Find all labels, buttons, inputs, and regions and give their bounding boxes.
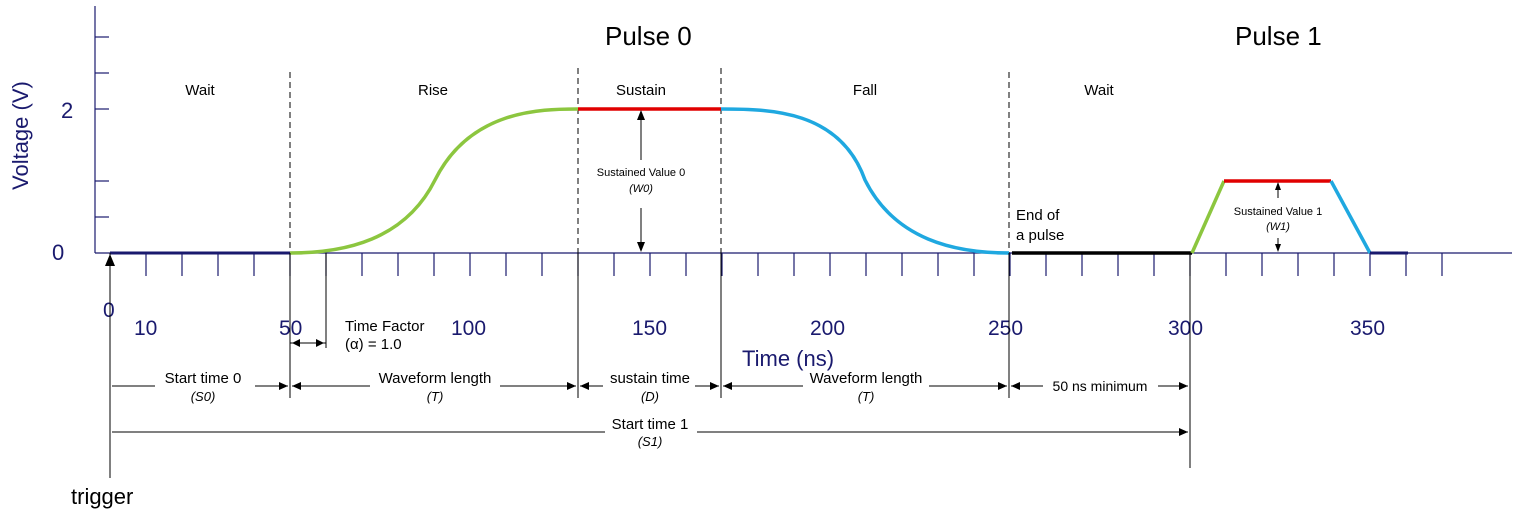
span-arrowheads xyxy=(279,382,1188,436)
fall-curve xyxy=(720,107,1010,255)
phase-wait-0: Wait xyxy=(185,82,215,99)
phase-sustain: Sustain xyxy=(616,82,666,99)
x-axis-label: Time (ns) xyxy=(742,346,834,371)
trigger-arrow xyxy=(105,254,115,266)
y-axis-label: Voltage (V) xyxy=(8,81,33,190)
x-tick-10: 10 xyxy=(134,317,157,340)
start-time-1-symbol: (S1) xyxy=(638,434,663,449)
start-time-0-label: Start time 0 xyxy=(165,370,242,387)
fall-1-segment xyxy=(1329,180,1372,254)
end-of-pulse-line-2: a pulse xyxy=(1016,227,1064,244)
minimum-wait-label: 50 ns minimum xyxy=(1053,378,1148,394)
trigger-label: trigger xyxy=(71,484,133,509)
x-tick-300: 300 xyxy=(1168,317,1203,340)
time-factor-value: (α) = 1.0 xyxy=(345,336,402,353)
x-tick-250: 250 xyxy=(988,317,1023,340)
time-factor-label: Time Factor xyxy=(345,318,424,335)
end-of-pulse-line-1: End of xyxy=(1016,207,1060,224)
phase-fall: Fall xyxy=(853,82,877,99)
x-tick-0: 0 xyxy=(103,299,115,322)
pulse-1-title: Pulse 1 xyxy=(1235,21,1322,51)
y-axis-ticks xyxy=(95,36,109,218)
x-axis-ticks xyxy=(145,253,1443,276)
start-time-0-symbol: (S0) xyxy=(191,389,216,404)
phase-dividers xyxy=(289,68,1010,253)
waveform-length-2-symbol: (T) xyxy=(858,389,875,404)
time-factor-arrow-right xyxy=(316,339,324,347)
sustain-time-symbol: (D) xyxy=(641,389,659,404)
y-tick-0: 0 xyxy=(52,240,64,265)
rise-1-segment xyxy=(1190,180,1226,254)
sustained-value-0-symbol: (W0) xyxy=(629,183,653,195)
span-boundaries xyxy=(109,253,1191,478)
phase-wait-1: Wait xyxy=(1084,82,1114,99)
y-tick-2: 2 xyxy=(61,98,73,123)
arrowhead-down-1 xyxy=(1275,244,1281,252)
sustained-value-1-symbol: (W1) xyxy=(1266,221,1290,233)
span-label-backgrounds xyxy=(155,376,1158,440)
waveform-length-1-symbol: (T) xyxy=(427,389,444,404)
waveform-length-2-label: Waveform length xyxy=(810,370,923,387)
arrowhead-down xyxy=(637,242,645,252)
arrowhead-up xyxy=(637,110,645,120)
phase-rise: Rise xyxy=(418,82,448,99)
arrowhead-up-1 xyxy=(1275,182,1281,190)
x-tick-150: 150 xyxy=(632,317,667,340)
sustain-time-label: sustain time xyxy=(610,370,690,387)
rise-curve xyxy=(289,107,579,255)
sustained-value-1-label: Sustained Value 1 xyxy=(1234,206,1322,218)
waveform-length-1-label: Waveform length xyxy=(379,370,492,387)
sustained-value-0-label: Sustained Value 0 xyxy=(597,167,685,179)
x-tick-100: 100 xyxy=(451,317,486,340)
start-time-1-label: Start time 1 xyxy=(612,416,689,433)
x-tick-50: 50 xyxy=(279,317,302,340)
x-tick-350: 350 xyxy=(1350,317,1385,340)
pulse-0-title: Pulse 0 xyxy=(605,21,692,51)
x-tick-200: 200 xyxy=(810,317,845,340)
time-factor-arrow-left xyxy=(292,339,300,347)
